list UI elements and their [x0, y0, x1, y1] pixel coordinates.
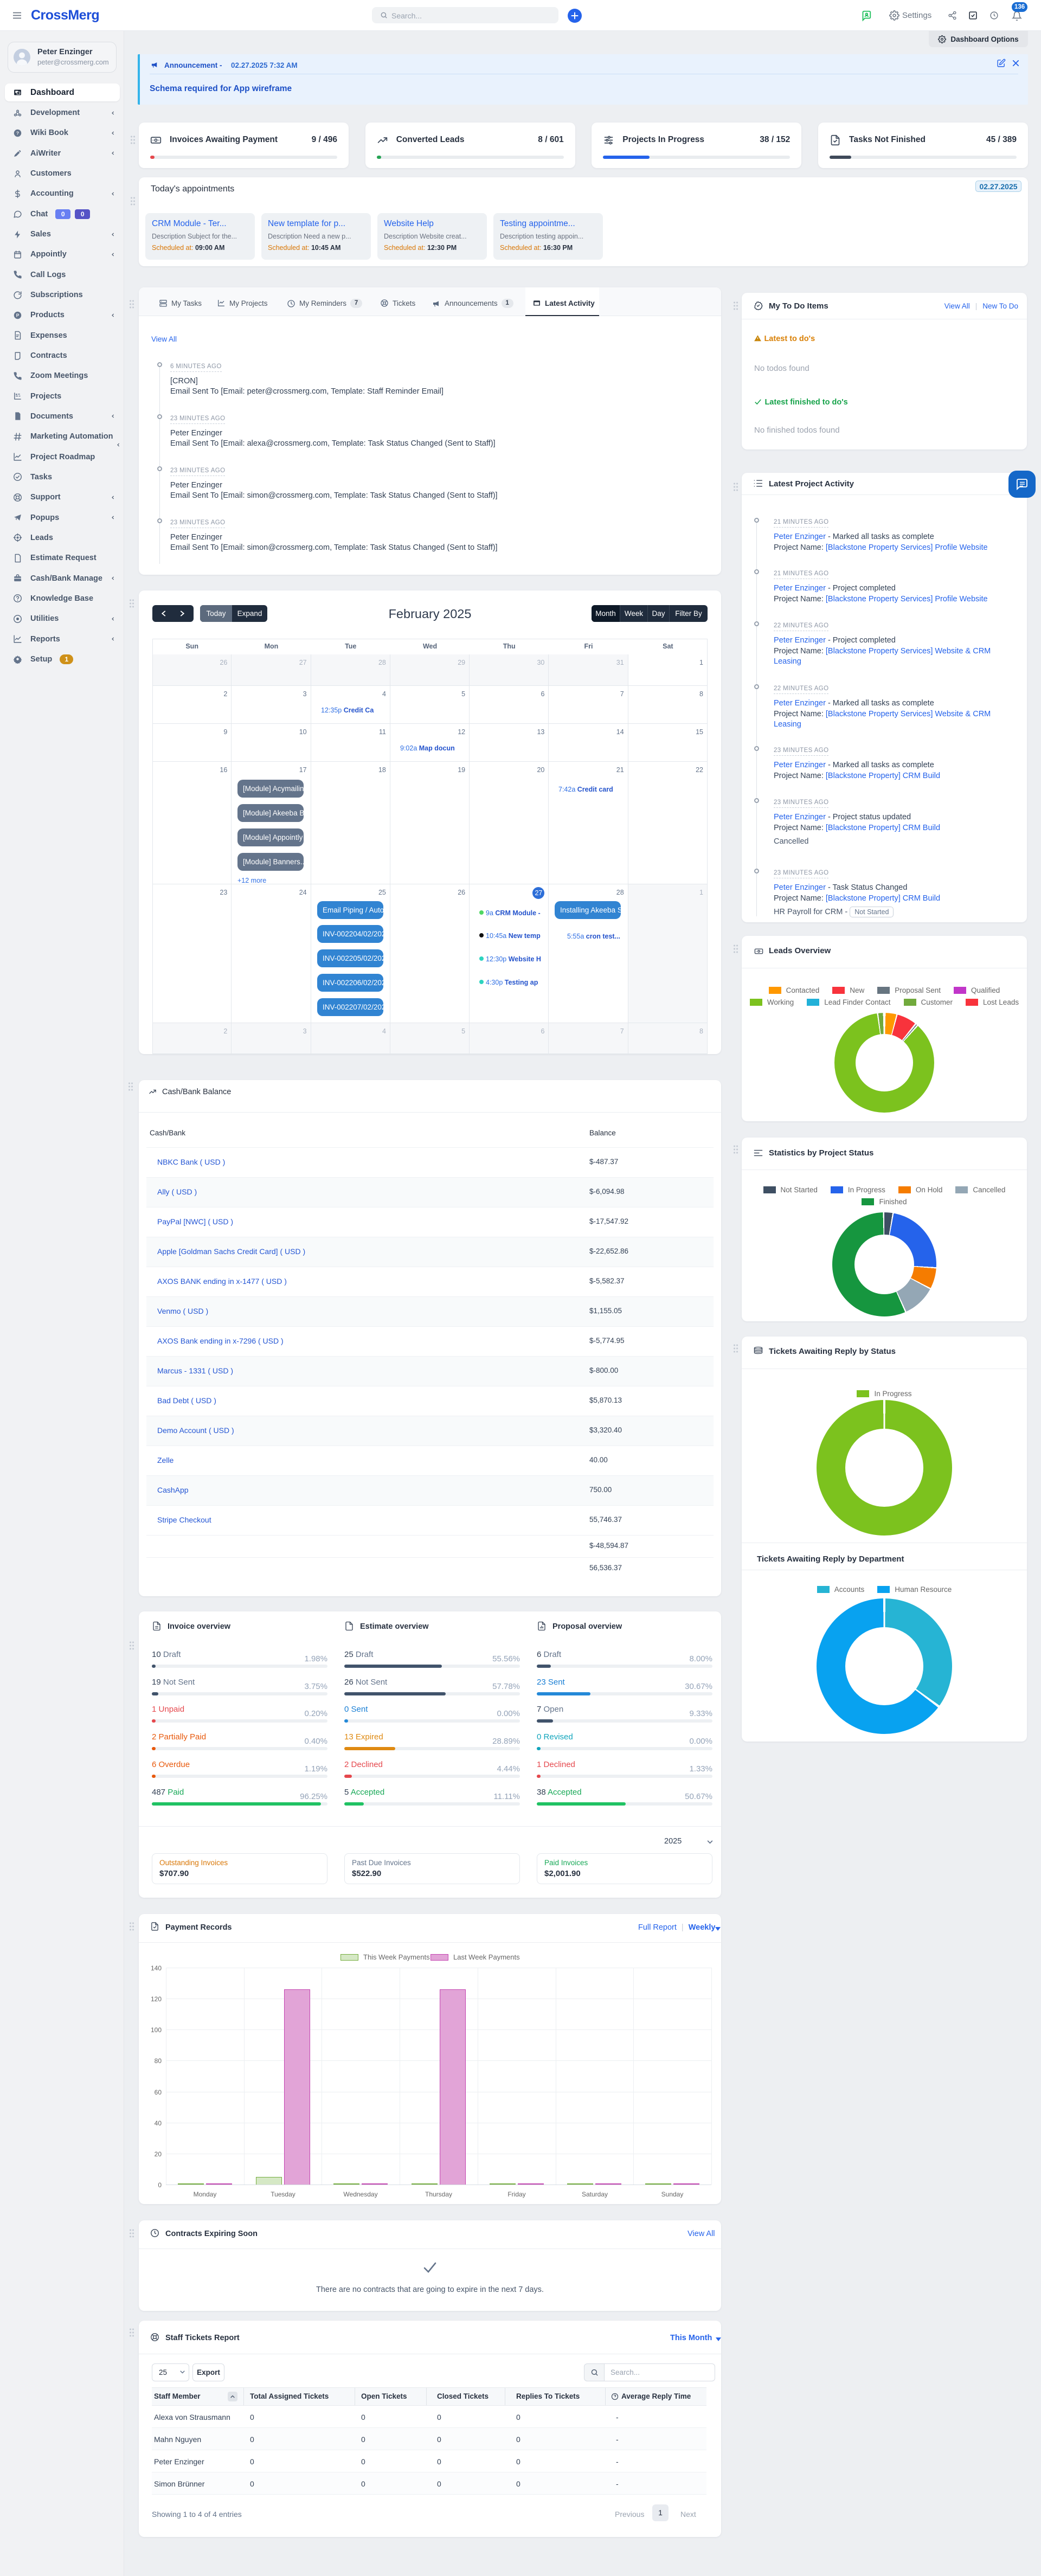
svg-text:P: P: [16, 313, 20, 318]
svg-text:?: ?: [16, 131, 19, 136]
